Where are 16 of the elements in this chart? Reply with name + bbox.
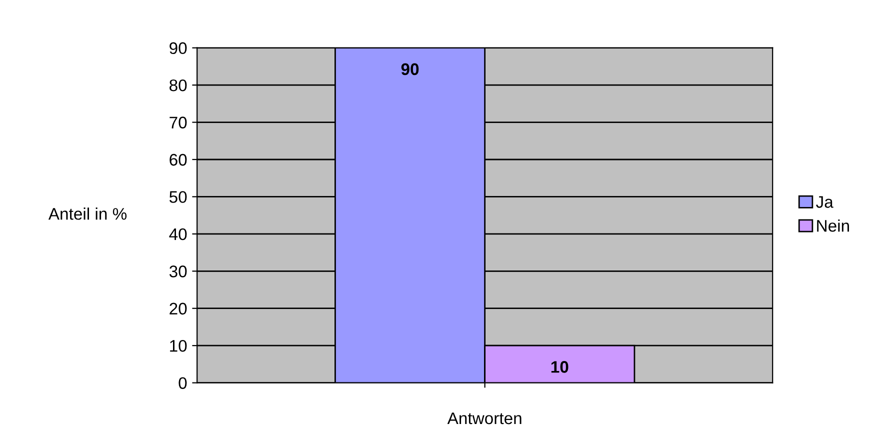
y-tick-label: 10	[170, 340, 187, 352]
y-tick-label: 30	[169, 266, 187, 278]
y-tick-label: 70	[170, 116, 187, 128]
y-tick-label: 90	[170, 42, 187, 54]
legend-label: Nein	[817, 219, 849, 232]
y-tick-label: 20	[170, 302, 187, 315]
y-axis-title: Anteil in %	[48, 208, 127, 220]
y-tick-label: 50	[169, 191, 187, 203]
y-tick-label: 80	[170, 79, 187, 92]
data-label: 90	[401, 63, 419, 76]
y-tick-label: 60	[170, 154, 187, 166]
y-tick-label: 0	[178, 377, 187, 390]
y-tick-label: 40	[169, 228, 187, 240]
legend-label: Ja	[816, 196, 834, 208]
x-axis-title: Antworten	[447, 412, 522, 424]
data-label: 10	[551, 361, 568, 373]
